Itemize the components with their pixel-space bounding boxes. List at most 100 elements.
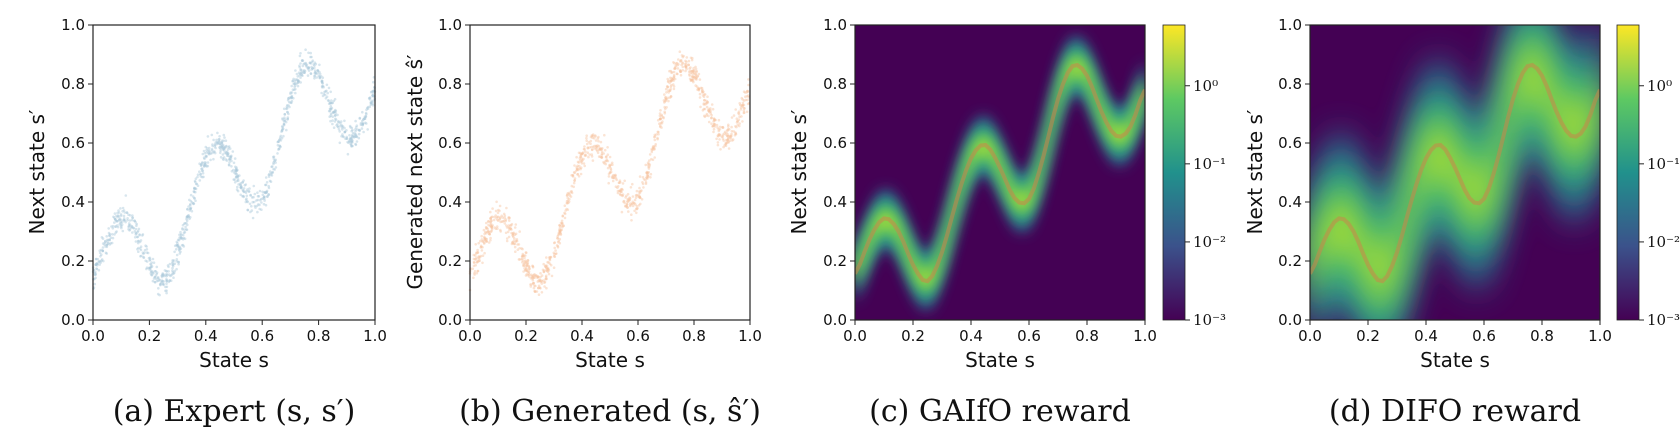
- y-tick-label: 0.4: [823, 193, 847, 211]
- scatter-point: [96, 262, 100, 266]
- scatter-point: [336, 125, 340, 129]
- scatter-point: [697, 87, 701, 91]
- scatter-point: [313, 74, 317, 77]
- scatter-point: [727, 125, 730, 128]
- scatter-point: [589, 139, 593, 143]
- scatter-point: [579, 155, 582, 158]
- scatter-point: [581, 152, 584, 155]
- scatter-point: [610, 175, 614, 179]
- scatter-point: [176, 238, 180, 242]
- scatter-point: [508, 226, 511, 230]
- scatter-point: [244, 198, 248, 202]
- scatter-point: [590, 145, 593, 149]
- scatter-point: [141, 251, 145, 254]
- caption: (b) Generated (s, ŝ′): [459, 394, 761, 429]
- scatter-point: [726, 138, 730, 142]
- scatter-point: [337, 120, 341, 123]
- colorbar-tick-label: 10⁻¹: [1647, 155, 1680, 173]
- scatter-point: [321, 82, 324, 85]
- scatter-point: [577, 168, 580, 172]
- scatter-point: [178, 249, 181, 252]
- scatter-point: [598, 146, 602, 150]
- scatter-point: [300, 71, 304, 74]
- scatter-point: [490, 225, 494, 229]
- scatter-point: [122, 217, 126, 220]
- scatter-point: [334, 108, 337, 112]
- scatter-point: [134, 231, 138, 235]
- scatter-point: [510, 228, 513, 231]
- scatter-point: [522, 263, 525, 267]
- scatter-point: [149, 262, 152, 266]
- scatter-point: [137, 227, 141, 231]
- scatter-point: [716, 134, 720, 137]
- scatter-point: [321, 81, 324, 85]
- scatter-point: [101, 249, 104, 252]
- scatter-point: [307, 66, 311, 69]
- scatter-point: [691, 78, 694, 82]
- scatter-point: [120, 226, 123, 230]
- scatter-point: [501, 220, 505, 223]
- scatter-point: [179, 236, 183, 240]
- scatter-point: [159, 283, 162, 286]
- scatter-point: [565, 207, 568, 211]
- scatter-point: [580, 162, 584, 165]
- scatter-point: [155, 279, 159, 283]
- scatter-point: [684, 65, 688, 69]
- scatter-point: [648, 165, 651, 168]
- scatter-point: [695, 78, 698, 81]
- scatter-point: [228, 147, 232, 150]
- scatter-point: [277, 140, 280, 143]
- scatter-point: [210, 149, 214, 152]
- scatter-point: [521, 260, 524, 264]
- scatter-point: [354, 143, 358, 147]
- scatter-point: [267, 193, 270, 196]
- scatter-point: [673, 67, 676, 70]
- scatter-point: [639, 196, 642, 199]
- scatter-point: [612, 176, 616, 180]
- scatter-point: [650, 150, 654, 154]
- scatter-point: [605, 155, 608, 158]
- scatter-point: [536, 276, 539, 280]
- scatter-point: [656, 119, 660, 122]
- scatter-point: [167, 280, 171, 284]
- scatter-point: [114, 218, 117, 221]
- scatter-point: [372, 80, 375, 84]
- scatter-point: [145, 245, 148, 248]
- scatter-point: [611, 179, 615, 183]
- scatter-point: [214, 144, 217, 147]
- scatter-point: [738, 122, 741, 125]
- scatter-point: [525, 269, 528, 273]
- scatter-point: [294, 78, 297, 81]
- scatter-point: [511, 242, 515, 245]
- scatter-point: [509, 227, 512, 230]
- scatter-point: [712, 122, 716, 126]
- scatter-point: [175, 253, 179, 257]
- scatter-point: [533, 276, 536, 280]
- scatter-point: [219, 147, 222, 151]
- scatter-point: [557, 232, 561, 236]
- scatter-point: [355, 140, 359, 143]
- panel-expert: 0.0 0.2 0.4 0.6 0.8 1.00.00.20.40.60.81.0 Sta…: [25, 16, 387, 429]
- scatter-point: [602, 152, 605, 155]
- scatter-point: [305, 66, 309, 69]
- scatter-point: [155, 272, 158, 276]
- scatter-point: [540, 274, 544, 277]
- scatter-point: [286, 117, 290, 121]
- scatter-point: [515, 239, 518, 243]
- scatter-point: [673, 62, 676, 65]
- scatter-point: [644, 178, 647, 182]
- scatter-point: [286, 104, 289, 107]
- scatter-point: [236, 175, 239, 178]
- scatter-point: [104, 240, 107, 243]
- scatter-point: [99, 261, 102, 264]
- scatter-point: [207, 152, 211, 156]
- scatter-point: [630, 202, 634, 206]
- scatter-point: [581, 159, 584, 162]
- scatter-point: [597, 135, 600, 139]
- scatter-point: [117, 209, 120, 212]
- scatter-point: [94, 263, 98, 267]
- scatter-point: [746, 89, 749, 93]
- scatter-point: [698, 96, 702, 99]
- scatter-point: [549, 255, 553, 259]
- scatter-point: [745, 91, 748, 94]
